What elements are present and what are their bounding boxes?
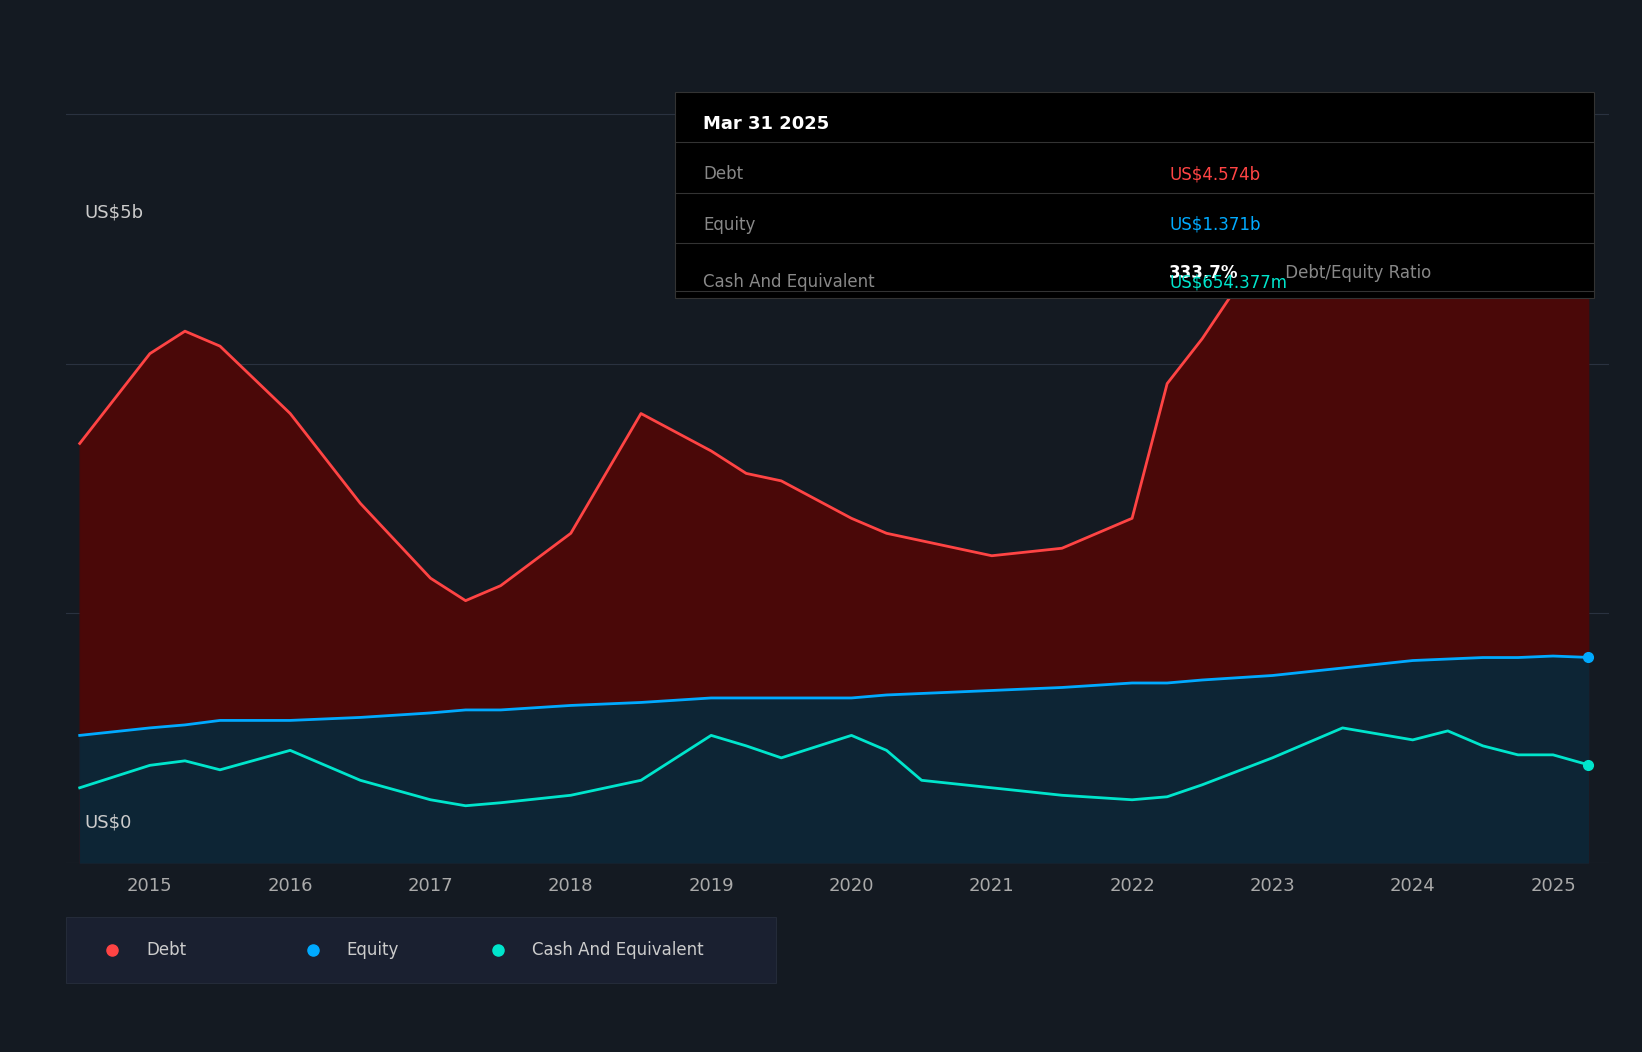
Text: Equity: Equity [346, 942, 399, 959]
Text: Debt/Equity Ratio: Debt/Equity Ratio [1281, 264, 1432, 282]
Text: 333.7%: 333.7% [1169, 264, 1238, 282]
Text: US$654.377m: US$654.377m [1169, 274, 1287, 291]
Text: Mar 31 2025: Mar 31 2025 [703, 115, 829, 133]
Text: US$5b: US$5b [84, 204, 143, 222]
Text: Debt: Debt [146, 942, 186, 959]
Text: Equity: Equity [703, 216, 755, 234]
Text: Cash And Equivalent: Cash And Equivalent [703, 274, 875, 291]
Text: Debt: Debt [703, 165, 744, 183]
Text: US$1.371b: US$1.371b [1169, 216, 1261, 234]
FancyBboxPatch shape [66, 917, 775, 984]
Text: US$0: US$0 [84, 813, 131, 831]
FancyBboxPatch shape [675, 92, 1594, 299]
Text: Cash And Equivalent: Cash And Equivalent [532, 942, 703, 959]
Text: US$4.574b: US$4.574b [1169, 165, 1261, 183]
